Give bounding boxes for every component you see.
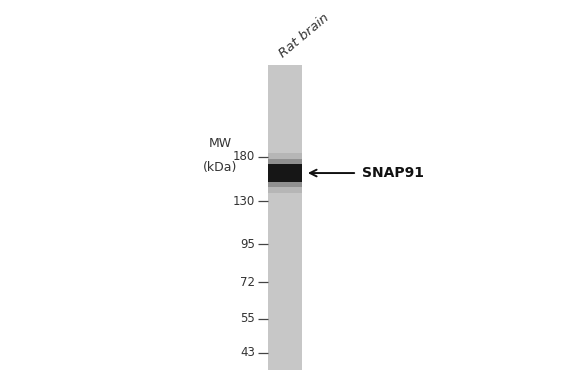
Text: 130: 130 — [233, 195, 255, 208]
Bar — [268, 160, 302, 187]
Text: 95: 95 — [240, 238, 255, 251]
Bar — [268, 65, 302, 370]
Bar — [268, 164, 302, 182]
Text: MW: MW — [208, 136, 232, 150]
Text: 55: 55 — [240, 313, 255, 325]
Text: 180: 180 — [233, 150, 255, 163]
Text: (kDa): (kDa) — [203, 161, 237, 174]
Text: Rat brain: Rat brain — [276, 11, 332, 60]
Text: SNAP91: SNAP91 — [362, 166, 424, 180]
Text: 43: 43 — [240, 346, 255, 359]
Text: 72: 72 — [240, 276, 255, 289]
Bar — [268, 153, 302, 193]
